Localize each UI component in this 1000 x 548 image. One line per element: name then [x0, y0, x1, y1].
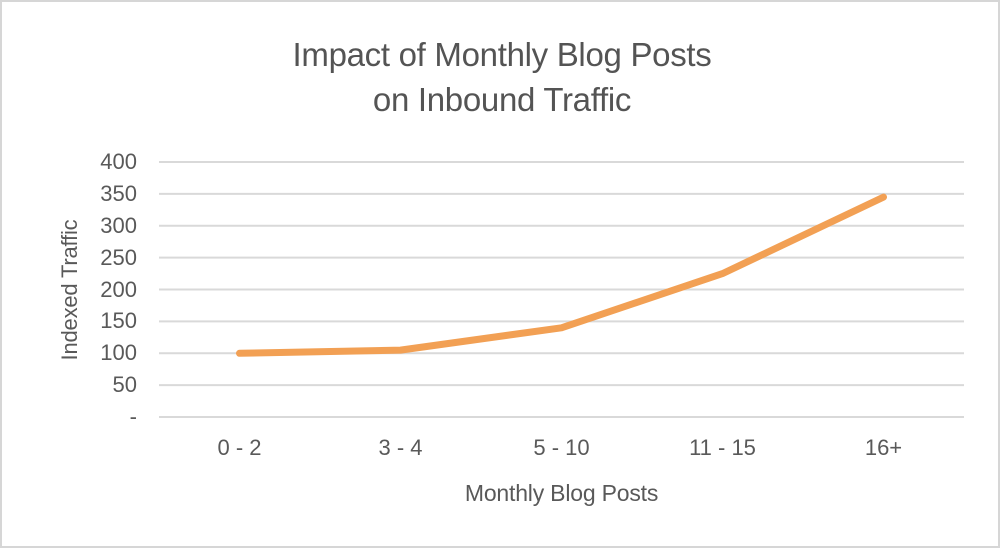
x-tick-label: 11 - 15 [689, 435, 756, 460]
chart-title-line2: on Inbound Traffic [372, 81, 632, 118]
y-tick-label: 300 [100, 212, 137, 238]
chart-title: Impact of Monthly Blog Posts on Inbound … [2, 32, 998, 122]
y-tick-label: 50 [112, 372, 137, 398]
plot-area [159, 161, 964, 418]
y-tick-label: 250 [100, 244, 137, 270]
x-tick-label: 0 - 2 [217, 435, 262, 460]
y-tick-label: - [129, 404, 137, 429]
y-tick-label: 200 [100, 276, 137, 302]
chart-title-line1: Impact of Monthly Blog Posts [292, 36, 712, 73]
y-tick-label: 100 [100, 340, 137, 366]
y-tick-label: 350 [100, 180, 137, 206]
x-tick-label: 16+ [864, 435, 903, 460]
x-axis-title: Monthly Blog Posts [464, 480, 659, 506]
x-tick-label: 5 - 10 [533, 435, 590, 460]
y-tick-label: 150 [100, 308, 137, 334]
gridlines [159, 161, 964, 418]
y-tick-label: 400 [100, 149, 137, 174]
traffic-line-series [236, 193, 887, 357]
x-tick-label: 3 - 4 [378, 435, 423, 460]
